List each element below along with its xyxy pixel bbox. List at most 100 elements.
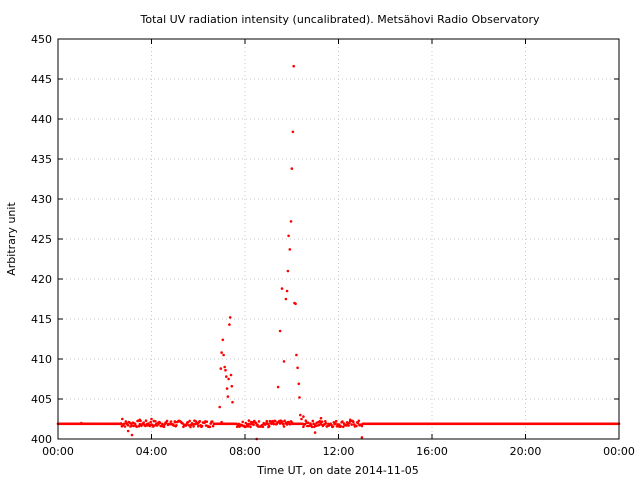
data-point [165, 419, 169, 423]
data-point [144, 419, 148, 423]
data-point [318, 419, 322, 423]
y-tick-label: 445 [31, 73, 52, 86]
data-point [220, 351, 223, 354]
data-point [289, 220, 293, 223]
data-point [310, 425, 314, 429]
data-point [283, 419, 287, 423]
x-axis-ticks: 00:00 04:00 08:00 12:00 16:00 20:00 00:00 [42, 39, 635, 458]
data-point [334, 419, 338, 423]
data-point [192, 425, 195, 428]
data-point [103, 422, 107, 426]
data-point [224, 368, 227, 372]
data-point [288, 422, 292, 426]
data-point [278, 329, 282, 333]
data-point [205, 420, 209, 424]
data-point [80, 421, 83, 425]
data-point [298, 396, 301, 399]
data-point [247, 419, 251, 422]
data-point [126, 423, 130, 427]
data-point [297, 382, 301, 386]
data-point [197, 424, 200, 428]
data-point [300, 417, 303, 421]
data-point [229, 373, 233, 377]
data-point [356, 421, 360, 425]
data-point [218, 405, 221, 409]
data-point [304, 419, 308, 423]
data-point [142, 421, 145, 425]
data-point [158, 421, 162, 425]
data-point [430, 422, 434, 426]
data-point [324, 422, 328, 425]
data-point [248, 423, 251, 426]
data-point [350, 423, 354, 426]
y-tick-label: 410 [31, 353, 52, 366]
data-point [162, 425, 166, 429]
data-point [276, 385, 280, 389]
data-point [222, 353, 225, 357]
data-point [138, 418, 142, 422]
y-tick-label: 425 [31, 233, 52, 246]
data-points [56, 64, 621, 441]
data-point [187, 424, 191, 427]
data-point [345, 424, 348, 427]
data-point [292, 64, 296, 68]
data-point [230, 384, 234, 388]
data-point [197, 421, 200, 425]
data-point [311, 419, 315, 423]
data-point [144, 424, 147, 428]
data-point [149, 420, 152, 424]
data-point [302, 415, 305, 418]
data-point [306, 421, 310, 425]
data-point [272, 422, 276, 426]
y-tick-label: 420 [31, 273, 52, 286]
y-tick-label: 450 [31, 33, 52, 46]
data-point [348, 418, 352, 422]
data-point [223, 365, 226, 369]
data-point [287, 234, 290, 238]
data-point [133, 422, 137, 426]
data-point [274, 420, 277, 423]
y-tick-label: 405 [31, 393, 52, 406]
data-point [175, 424, 178, 427]
data-point [173, 420, 177, 423]
data-point [228, 316, 232, 319]
data-point [294, 302, 297, 306]
data-point [226, 395, 230, 398]
data-point [189, 425, 192, 429]
data-point [299, 413, 302, 417]
data-point [220, 420, 223, 424]
y-axis-label: Arbitrary unit [5, 202, 18, 276]
data-point [295, 353, 298, 357]
data-point [123, 425, 127, 428]
y-axis-ticks: 400 405 410 415 420 425 430 435 440 445 450 [31, 33, 619, 446]
data-point [261, 425, 265, 429]
x-tick-label: 16:00 [416, 445, 448, 458]
data-point [161, 422, 164, 426]
chart-title: Total UV radiation intensity (uncalibrat… [140, 13, 540, 26]
data-point [225, 375, 228, 378]
data-point [267, 425, 270, 429]
data-point [339, 424, 343, 428]
data-point [252, 423, 255, 427]
data-point [341, 420, 344, 423]
data-point [126, 429, 130, 433]
data-point [191, 422, 195, 426]
data-point [132, 424, 135, 428]
x-tick-label: 08:00 [229, 445, 261, 458]
data-point [130, 433, 134, 437]
data-point [211, 420, 214, 423]
x-axis-label: Time UT, on date 2014-11-05 [256, 464, 419, 477]
data-point [221, 338, 225, 342]
data-point [282, 360, 286, 363]
data-point [357, 419, 361, 423]
data-point [331, 425, 335, 428]
data-point [278, 420, 282, 423]
data-point [228, 323, 231, 326]
x-tick-label: 00:00 [603, 445, 635, 458]
y-tick-label: 400 [31, 433, 52, 446]
data-point [154, 420, 157, 423]
data-point [241, 420, 244, 424]
y-tick-label: 435 [31, 153, 52, 166]
data-point [337, 424, 340, 428]
